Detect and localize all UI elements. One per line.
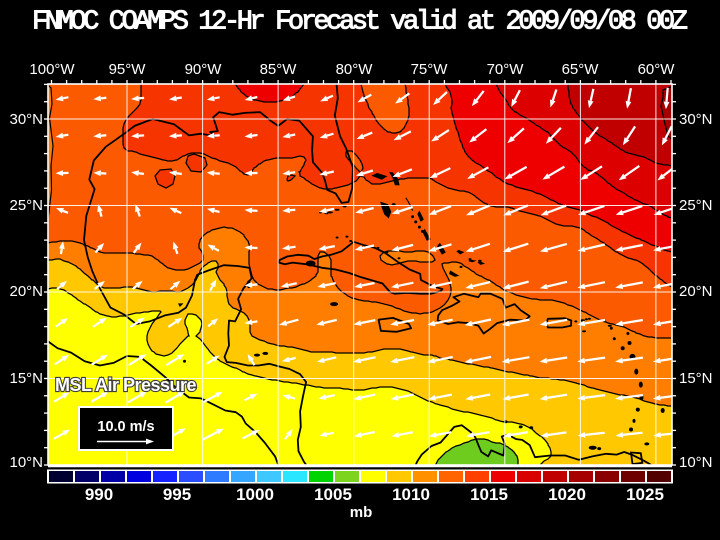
svg-text:1005: 1005 [314,485,352,504]
svg-text:990: 990 [85,485,113,504]
svg-text:95°W: 95°W [109,61,147,78]
svg-text:995: 995 [163,485,191,504]
svg-text:1015: 1015 [470,485,508,504]
svg-text:15°N: 15°N [679,370,713,387]
svg-text:10.0 m/s: 10.0 m/s [97,419,154,435]
svg-text:MSL Air Pressure: MSL Air Pressure [55,375,197,395]
svg-text:60°W: 60°W [638,61,676,78]
svg-text:30°N: 30°N [9,111,43,128]
svg-text:75°W: 75°W [411,61,449,78]
svg-text:1000: 1000 [236,485,274,504]
svg-text:65°W: 65°W [562,61,600,78]
svg-text:25°N: 25°N [679,197,713,214]
svg-text:1010: 1010 [392,485,430,504]
svg-text:20°N: 20°N [679,283,713,300]
svg-text:100°W: 100°W [29,61,75,78]
svg-text:1020: 1020 [548,485,586,504]
svg-text:mb: mb [350,504,373,521]
svg-text:90°W: 90°W [185,61,223,78]
svg-text:1025: 1025 [626,485,664,504]
svg-text:30°N: 30°N [679,111,713,128]
svg-text:85°W: 85°W [260,61,298,78]
svg-text:10°N: 10°N [9,454,43,471]
svg-text:20°N: 20°N [9,283,43,300]
svg-text:15°N: 15°N [9,370,43,387]
svg-text:80°W: 80°W [336,61,374,78]
svg-text:10°N: 10°N [679,454,713,471]
svg-text:FNMOC COAMPS 12-Hr Forecast va: FNMOC COAMPS 12-Hr Forecast valid at 200… [32,8,688,38]
svg-text:25°N: 25°N [9,197,43,214]
svg-text:70°W: 70°W [487,61,525,78]
